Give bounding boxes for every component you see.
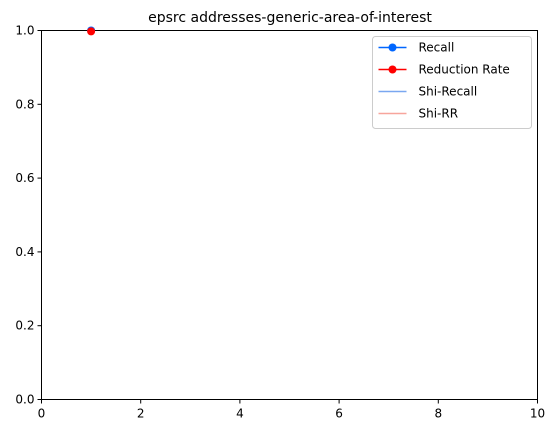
x-axis: 0 2 4 6 8 10 — [38, 399, 545, 421]
series-layer — [87, 26, 96, 36]
y-tick-label: 0.0 — [15, 393, 34, 407]
x-tick-label: 6 — [335, 407, 343, 421]
legend-marker — [388, 65, 397, 74]
x-tick-label: 8 — [434, 407, 442, 421]
legend-label: Reduction Rate — [419, 63, 510, 77]
legend-box — [372, 36, 532, 129]
data-point — [87, 27, 96, 36]
legend: Recall Reduction Rate Shi-Recall Shi-RR — [372, 36, 532, 129]
chart-title: epsrc addresses-generic-area-of-interest — [148, 10, 432, 26]
y-tick-label: 0.8 — [15, 97, 34, 111]
y-tick-label: 1.0 — [15, 24, 34, 38]
x-tick-label: 2 — [137, 407, 145, 421]
x-tick-label: 4 — [236, 407, 244, 421]
x-tick-label: 10 — [530, 407, 545, 421]
legend-marker — [388, 43, 397, 52]
legend-label: Shi-RR — [419, 107, 459, 121]
y-tick-label: 0.6 — [15, 171, 34, 185]
y-tick-label: 0.2 — [15, 319, 34, 333]
y-axis: 0.0 0.2 0.4 0.6 0.8 1.0 — [15, 24, 42, 407]
x-tick-label: 0 — [38, 407, 46, 421]
y-tick-label: 0.4 — [15, 245, 34, 259]
legend-label: Recall — [419, 41, 455, 55]
legend-label: Shi-Recall — [419, 85, 478, 99]
